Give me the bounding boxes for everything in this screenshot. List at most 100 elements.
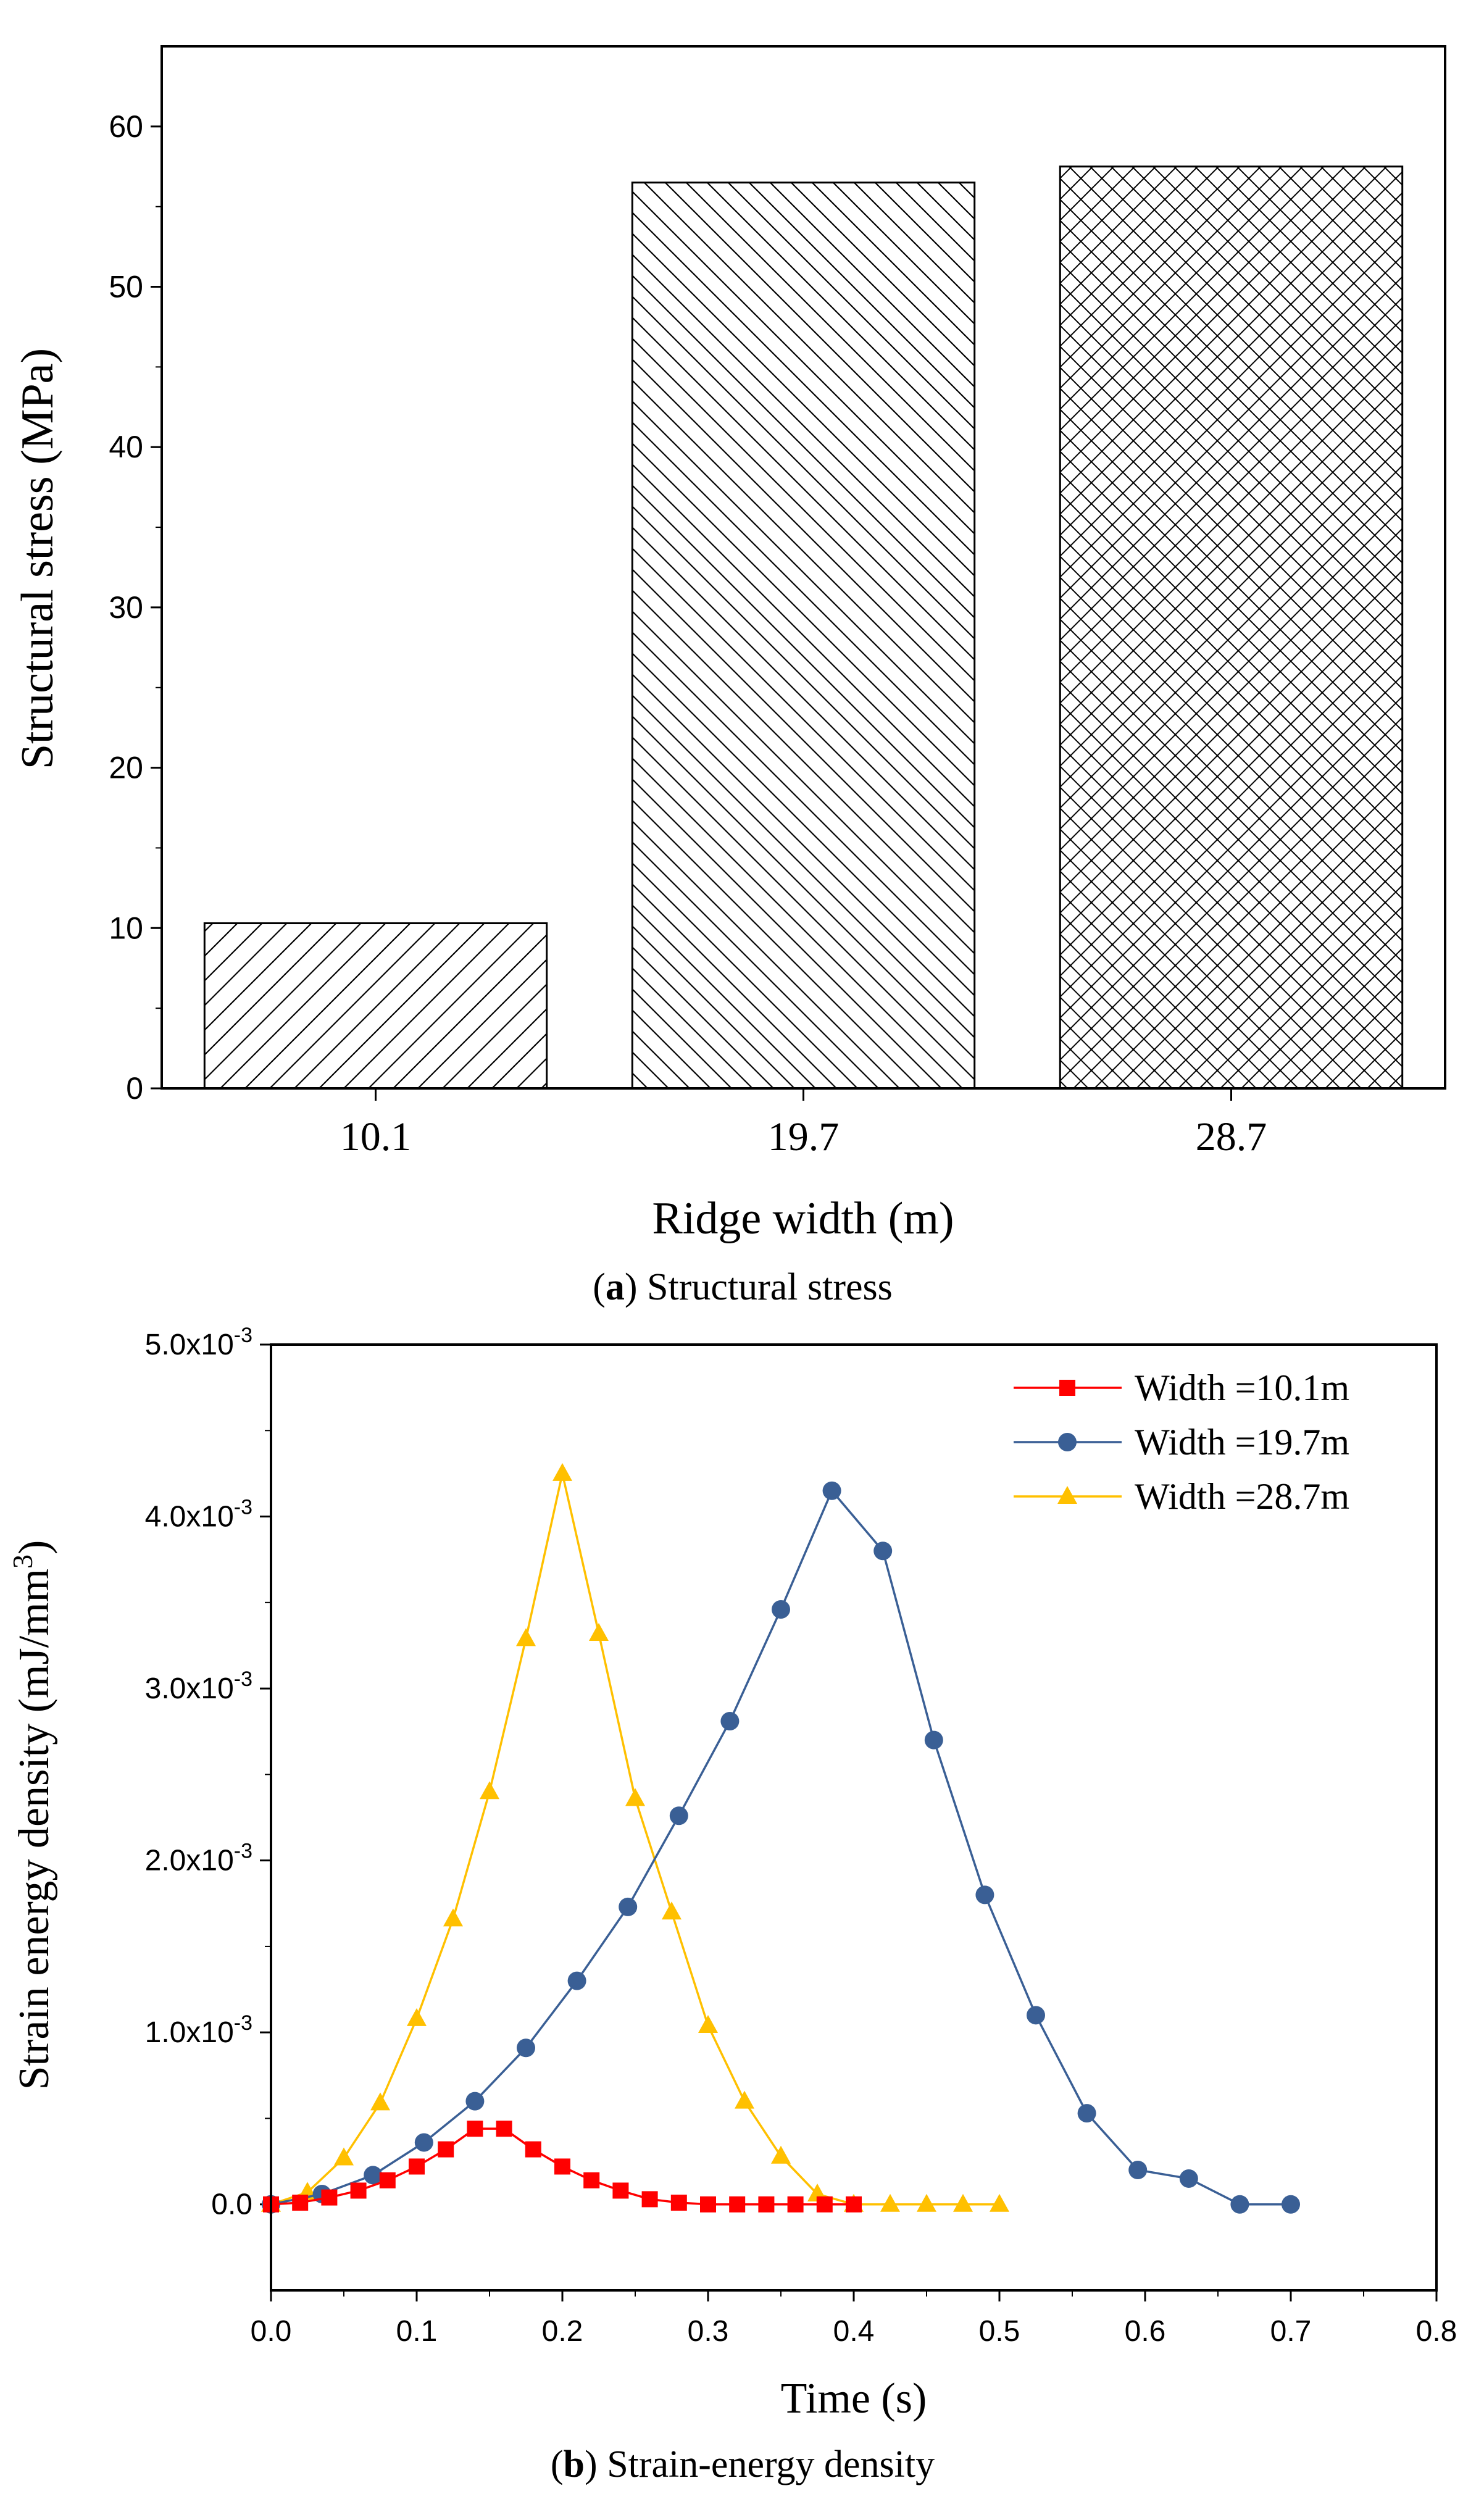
legend-label: Width =28.7m xyxy=(1135,1476,1349,1517)
y-tick-label: 4.0x10-3 xyxy=(145,1496,252,1533)
data-point xyxy=(771,2145,791,2164)
y-tick-label: 10 xyxy=(109,911,143,945)
y-axis-title-end: ) xyxy=(10,1540,58,1554)
y-axis-title: Structural stress (MPa) xyxy=(12,348,63,769)
y-tick-exponent: -3 xyxy=(234,1840,252,1863)
data-point xyxy=(438,2141,454,2158)
x-tick-label: 0.8 xyxy=(1416,2315,1457,2348)
data-point xyxy=(924,1730,943,1750)
y-tick-exponent: -3 xyxy=(234,1324,252,1347)
data-point xyxy=(1027,2006,1045,2025)
y-tick-label: 20 xyxy=(109,751,143,785)
x-tick-label: 10.1 xyxy=(340,1114,412,1159)
data-point xyxy=(612,2182,629,2199)
data-point xyxy=(364,2166,383,2185)
legend-label: Width =19.7m xyxy=(1135,1422,1349,1462)
x-tick-label: 19.7 xyxy=(768,1114,840,1159)
y-tick-mantissa: 4.0x10 xyxy=(145,1501,234,1533)
x-axis-ticks: 10.1 19.7 28.7 xyxy=(340,1088,1267,1159)
caption-a-label: a xyxy=(606,1266,625,1308)
data-point xyxy=(589,1622,609,1641)
data-point xyxy=(975,1885,994,1905)
line-series xyxy=(261,1462,1300,2214)
data-point xyxy=(467,2121,483,2137)
y-tick-label: 0 xyxy=(126,1071,143,1106)
structural-stress-chart: 0 10 20 30 40 50 60 10.1 19.7 28.7 Ridge width (… xyxy=(12,45,1446,1308)
data-point xyxy=(480,1781,499,1800)
x-axis-ticks: 0.0 0.1 0.2 0.3 0.4 0.5 0.6 0.7 0.8 xyxy=(251,2290,1457,2348)
bar-series xyxy=(203,165,1404,1090)
x-axis-title: Time (s) xyxy=(781,2375,927,2422)
data-point xyxy=(370,2092,390,2111)
y-tick-mantissa: 5.0x10 xyxy=(145,1329,234,1361)
data-point xyxy=(990,2193,1009,2212)
caption-b: (b) Strain-energy density xyxy=(551,2443,935,2485)
series-line xyxy=(270,1488,1291,2206)
caption-a-title: Structural stress xyxy=(647,1266,893,1308)
plot-frame xyxy=(270,1343,1438,2292)
legend-label: Width =10.1m xyxy=(1135,1367,1349,1408)
data-point xyxy=(414,2133,433,2152)
data-point xyxy=(698,2015,718,2034)
data-point xyxy=(1128,2161,1148,2180)
data-point xyxy=(465,2092,485,2111)
y-tick-mantissa: 0.0 xyxy=(211,2188,252,2221)
x-tick-label: 0.7 xyxy=(1270,2315,1312,2348)
x-tick-label: 0.1 xyxy=(396,2315,438,2348)
x-tick-label: 28.7 xyxy=(1196,1114,1267,1159)
x-tick-label: 0.3 xyxy=(688,2315,729,2348)
y-tick-exponent: -3 xyxy=(234,1667,252,1691)
caption-b-label: b xyxy=(564,2443,585,2485)
data-point xyxy=(880,2193,900,2212)
data-point xyxy=(873,1542,893,1561)
data-point xyxy=(669,1806,688,1825)
data-point xyxy=(552,1462,572,1481)
x-axis-title: Ridge width (m) xyxy=(652,1193,954,1244)
data-point xyxy=(729,2196,746,2213)
caption-b-title: Strain-energy density xyxy=(607,2443,935,2485)
data-point xyxy=(567,1971,586,1990)
y-tick-exponent: -3 xyxy=(234,2011,252,2035)
series-triangle xyxy=(261,1462,1009,2212)
y-tick-label: 60 xyxy=(109,109,143,144)
x-tick-label: 0.0 xyxy=(251,2315,292,2348)
data-point xyxy=(625,1788,645,1806)
y-axis-ticks: 0 10 20 30 40 50 60 xyxy=(109,109,162,1106)
data-point xyxy=(409,2158,425,2175)
data-point xyxy=(772,1600,790,1619)
data-point xyxy=(554,2158,570,2175)
y-tick-mantissa: 1.0x10 xyxy=(145,2016,234,2049)
y-tick-mantissa: 3.0x10 xyxy=(145,1672,234,1705)
y-axis-ticks: 0.01.0x10-32.0x10-33.0x10-34.0x10-35.0x1… xyxy=(145,1324,271,2221)
data-point xyxy=(292,2194,309,2211)
data-point xyxy=(525,2141,541,2158)
caption-a: (a) Structural stress xyxy=(593,1266,893,1308)
legend-marker xyxy=(1057,1486,1077,1504)
data-point xyxy=(1230,2195,1249,2214)
data-point xyxy=(917,2193,936,2212)
data-point xyxy=(1077,2104,1096,2123)
strain-energy-chart: 0.01.0x10-32.0x10-33.0x10-34.0x10-35.0x1… xyxy=(7,1324,1457,2485)
data-point xyxy=(379,2172,396,2188)
series-circle xyxy=(262,1481,1300,2214)
data-point xyxy=(662,1901,682,1920)
data-point xyxy=(1282,2195,1300,2214)
legend-marker xyxy=(1059,1380,1075,1396)
y-tick-label: 2.0x10-3 xyxy=(145,1840,252,1877)
series-square xyxy=(263,2121,862,2213)
bar-28.7 xyxy=(1059,165,1404,1090)
x-tick-label: 0.5 xyxy=(979,2315,1020,2348)
data-point xyxy=(720,1712,740,1731)
data-point xyxy=(822,1481,841,1500)
data-point xyxy=(443,1908,463,1927)
y-axis-title: Strain energy density (mJ/mm3) xyxy=(7,1540,58,2090)
x-tick-label: 0.4 xyxy=(833,2315,875,2348)
data-point xyxy=(641,2191,658,2208)
data-point xyxy=(953,2193,973,2212)
data-point xyxy=(334,2147,354,2166)
data-point xyxy=(516,1628,536,1646)
y-tick-label: 0.0 xyxy=(211,2188,252,2221)
data-point xyxy=(583,2172,600,2188)
y-axis-title-main: Strain energy density (mJ/mm xyxy=(10,1569,58,2090)
